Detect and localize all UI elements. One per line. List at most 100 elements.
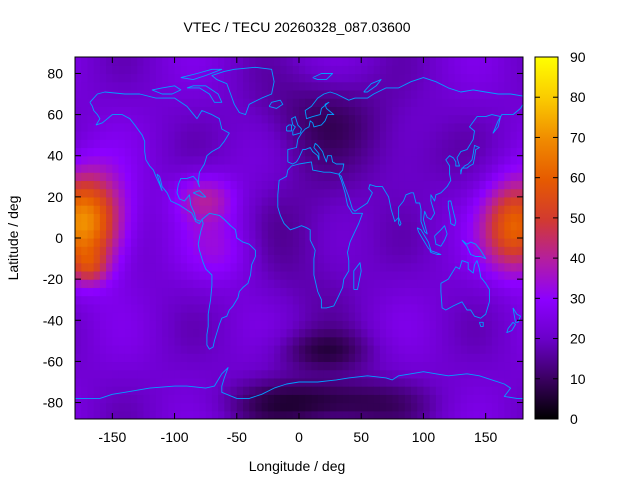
heatmap-cell [218, 180, 225, 190]
heatmap-cell [435, 246, 443, 256]
heatmap-cell [323, 386, 331, 395]
heatmap-cell [174, 303, 182, 313]
heatmap-cell [311, 188, 319, 198]
heatmap-cell [423, 73, 431, 83]
heatmap-cell [448, 295, 456, 305]
heatmap-cell [485, 377, 493, 387]
heatmap-cell [274, 336, 281, 346]
heatmap-cell [112, 73, 120, 83]
heatmap-cell [467, 254, 474, 264]
heatmap-cell [149, 246, 157, 256]
heatmap-cell [398, 172, 406, 182]
heatmap-cell [498, 402, 505, 412]
heatmap-cell [355, 238, 362, 247]
heatmap-cell [118, 229, 126, 239]
heatmap-cell [155, 295, 163, 305]
heatmap-cell [124, 369, 132, 379]
heatmap-cell [261, 344, 269, 354]
heatmap-cell [417, 98, 425, 107]
heatmap-cell [211, 163, 219, 173]
heatmap-cell [187, 287, 194, 297]
heatmap-cell [149, 81, 157, 91]
heatmap-cell [93, 81, 101, 91]
heatmap-cell [137, 377, 145, 387]
heatmap-cell [467, 287, 474, 297]
heatmap-cell [336, 221, 344, 231]
heatmap-cell [131, 106, 138, 116]
heatmap-cell [323, 394, 331, 404]
heatmap-cell [249, 229, 257, 239]
heatmap-cell [137, 188, 145, 198]
heatmap-cell [467, 320, 474, 330]
heatmap-cell [236, 122, 244, 132]
heatmap-cell [423, 320, 431, 330]
heatmap-cell [211, 386, 219, 395]
heatmap-cell [411, 188, 418, 198]
heatmap-cell [286, 81, 294, 91]
heatmap-cell [106, 394, 113, 404]
heatmap-cell [305, 369, 313, 379]
heatmap-cell [286, 188, 294, 198]
heatmap-cell [168, 188, 176, 198]
heatmap-cell [454, 221, 462, 231]
heatmap-cell [317, 213, 325, 223]
heatmap-cell [435, 163, 443, 173]
heatmap-cell [168, 402, 176, 412]
heatmap-cell [498, 386, 505, 395]
heatmap-cell [485, 369, 493, 379]
heatmap-cell [236, 196, 244, 206]
heatmap-cell [342, 172, 350, 182]
heatmap-cell [236, 65, 244, 75]
heatmap-cell [199, 131, 207, 140]
heatmap-cell [379, 73, 387, 83]
heatmap-cell [199, 361, 207, 371]
heatmap-cell [448, 106, 456, 116]
heatmap-cell [187, 320, 194, 330]
heatmap-cell [317, 262, 325, 272]
heatmap-cell [473, 410, 481, 419]
heatmap-cell [454, 369, 462, 379]
heatmap-cell [87, 131, 95, 140]
heatmap-cell [411, 279, 418, 288]
heatmap-cell [411, 361, 418, 371]
heatmap-cell [193, 320, 201, 330]
heatmap-cell [311, 196, 319, 206]
heatmap-cell [180, 262, 188, 272]
heatmap-cell [143, 205, 151, 214]
heatmap-cell [429, 188, 437, 198]
heatmap-cell [236, 344, 244, 354]
heatmap-cell [249, 246, 257, 256]
heatmap-cell [124, 196, 132, 206]
heatmap-cell [317, 229, 325, 239]
heatmap-cell [143, 147, 151, 157]
heatmap-cell [131, 65, 138, 75]
heatmap-cell [155, 246, 163, 256]
heatmap-cell [305, 196, 313, 206]
heatmap-cell [205, 262, 213, 272]
heatmap-cell [516, 262, 523, 272]
heatmap-cell [168, 205, 176, 214]
heatmap-cell [411, 155, 418, 165]
heatmap-cell [274, 369, 281, 379]
heatmap-cell [342, 402, 350, 412]
heatmap-cell [504, 303, 512, 313]
heatmap-cell [267, 353, 275, 363]
heatmap-cell [473, 106, 481, 116]
heatmap-cell [435, 295, 443, 305]
heatmap-cell [280, 377, 288, 387]
heatmap-cell [75, 353, 82, 363]
heatmap-cell [292, 57, 300, 66]
heatmap-cell [230, 89, 238, 99]
heatmap-cell [261, 106, 269, 116]
heatmap-cell [467, 295, 474, 305]
heatmap-cell [224, 394, 232, 404]
heatmap-cell [81, 369, 89, 379]
heatmap-cell [199, 336, 207, 346]
heatmap-cell [454, 65, 462, 75]
heatmap-cell [180, 65, 188, 75]
heatmap-cell [131, 353, 138, 363]
heatmap-cell [292, 81, 300, 91]
heatmap-cell [106, 386, 113, 395]
heatmap-cell [491, 295, 499, 305]
heatmap-cell [404, 155, 412, 165]
